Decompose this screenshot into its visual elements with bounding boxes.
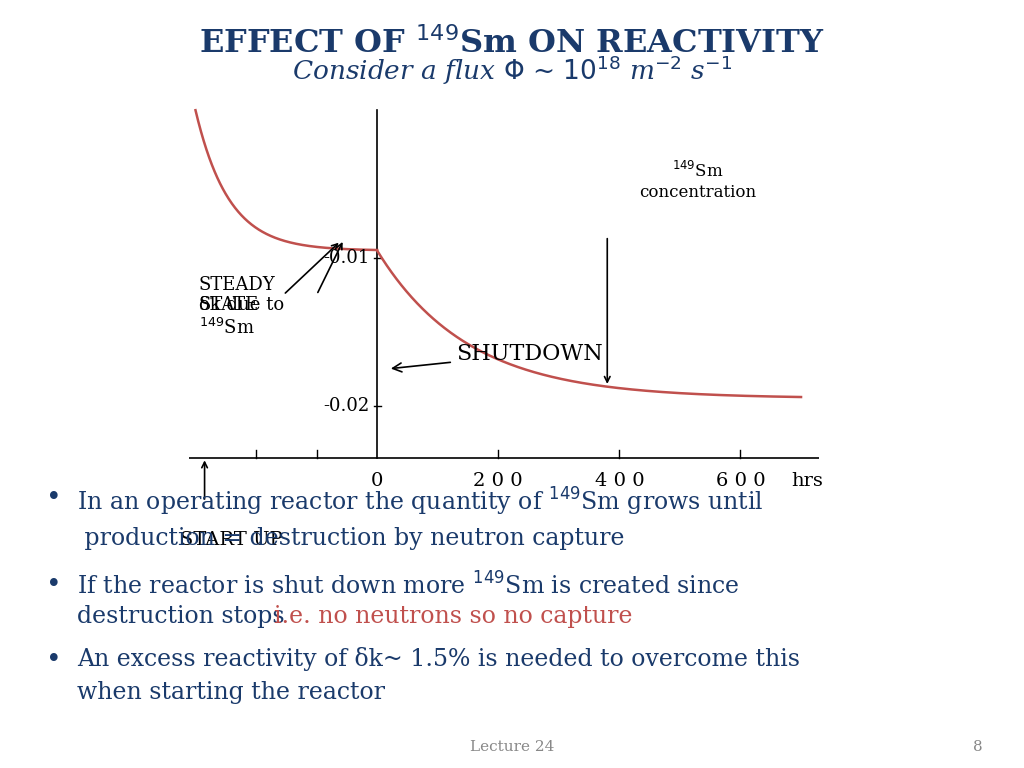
Text: $^{149}$Sm
concentration: $^{149}$Sm concentration: [640, 161, 757, 201]
Text: δk due to
$^{149}$Sm: δk due to $^{149}$Sm: [199, 296, 284, 338]
Text: STEADY
STATE: STEADY STATE: [199, 276, 275, 314]
Text: Consider a flux $\Phi$ ~ $10^{18}$ m$^{-2}$ s$^{-1}$: Consider a flux $\Phi$ ~ $10^{18}$ m$^{-…: [292, 54, 732, 88]
Text: 6 0 0: 6 0 0: [716, 472, 765, 490]
Text: If the reactor is shut down more $^{149}$Sm is created since: If the reactor is shut down more $^{149}…: [77, 572, 739, 599]
Text: EFFECT OF $^{149}$Sm ON REACTIVITY: EFFECT OF $^{149}$Sm ON REACTIVITY: [200, 27, 824, 60]
Text: 2 0 0: 2 0 0: [473, 472, 523, 490]
Text: destruction stops: destruction stops: [77, 605, 314, 628]
Text: i.e. no neutrons so no capture: i.e. no neutrons so no capture: [274, 605, 633, 628]
Text: -0.01: -0.01: [324, 249, 370, 267]
Text: 8: 8: [974, 740, 983, 754]
Text: •: •: [46, 647, 61, 672]
Text: Lecture 24: Lecture 24: [470, 740, 554, 754]
Text: 0: 0: [371, 472, 383, 490]
Text: SHUTDOWN: SHUTDOWN: [392, 343, 603, 372]
Text: START UP: START UP: [180, 531, 284, 549]
Text: •: •: [46, 572, 61, 598]
Text: 4 0 0: 4 0 0: [595, 472, 644, 490]
Text: •: •: [46, 485, 61, 511]
Text: In an operating reactor the quantity of $^{149}$Sm grows until
 production = des: In an operating reactor the quantity of …: [77, 485, 764, 551]
Text: An excess reactivity of δk~ 1.5% is needed to overcome this
when starting the re: An excess reactivity of δk~ 1.5% is need…: [77, 647, 800, 703]
Text: hrs: hrs: [792, 472, 823, 490]
Text: -0.02: -0.02: [324, 397, 370, 415]
